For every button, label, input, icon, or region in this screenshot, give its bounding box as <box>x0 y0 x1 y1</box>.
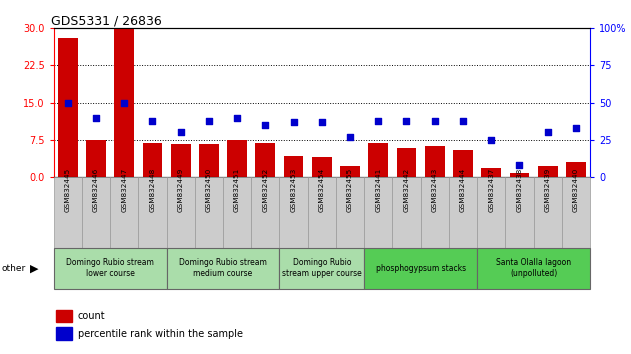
Point <box>345 134 355 140</box>
Bar <box>256 143 275 177</box>
Point <box>317 119 327 125</box>
Text: ▶: ▶ <box>30 263 38 273</box>
Bar <box>369 143 388 177</box>
Bar <box>562 177 590 248</box>
Text: GSM832445: GSM832445 <box>65 168 71 212</box>
Point <box>401 118 411 123</box>
Text: Domingo Rubio
stream upper course: Domingo Rubio stream upper course <box>282 258 362 278</box>
Text: phosphogypsum stacks: phosphogypsum stacks <box>375 264 466 273</box>
Bar <box>114 28 134 177</box>
Point <box>91 115 101 120</box>
Text: GSM832443: GSM832443 <box>432 168 438 212</box>
Bar <box>481 168 501 177</box>
Bar <box>138 177 167 248</box>
Text: GSM832452: GSM832452 <box>262 168 268 212</box>
Text: Santa Olalla lagoon
(unpolluted): Santa Olalla lagoon (unpolluted) <box>496 258 571 278</box>
Bar <box>477 177 505 248</box>
Bar <box>538 166 558 177</box>
Bar <box>54 177 82 248</box>
Text: GSM832450: GSM832450 <box>206 168 212 212</box>
Text: GSM832451: GSM832451 <box>234 168 240 212</box>
Bar <box>425 146 445 177</box>
Text: GDS5331 / 26836: GDS5331 / 26836 <box>51 14 162 27</box>
Point <box>232 115 242 120</box>
Point <box>458 118 468 123</box>
Bar <box>280 177 308 248</box>
Bar <box>58 38 78 177</box>
Bar <box>449 177 477 248</box>
Bar <box>336 177 364 248</box>
Bar <box>312 157 332 177</box>
Bar <box>195 177 223 248</box>
Bar <box>167 177 195 248</box>
Text: GSM832437: GSM832437 <box>488 168 494 212</box>
Bar <box>143 143 162 177</box>
Point <box>62 100 73 105</box>
Bar <box>392 177 421 248</box>
Bar <box>82 177 110 248</box>
Bar <box>227 140 247 177</box>
Bar <box>110 177 138 248</box>
Point <box>288 119 298 125</box>
Bar <box>280 248 364 289</box>
Text: GSM832455: GSM832455 <box>347 168 353 212</box>
Bar <box>340 166 360 177</box>
Text: GSM832446: GSM832446 <box>93 168 99 212</box>
Text: GSM832442: GSM832442 <box>403 168 410 212</box>
Point <box>175 130 186 135</box>
Bar <box>566 162 586 177</box>
Point <box>373 118 383 123</box>
Bar <box>364 177 392 248</box>
Text: GSM832444: GSM832444 <box>460 168 466 212</box>
Point <box>571 125 581 131</box>
Text: GSM832441: GSM832441 <box>375 168 381 212</box>
Text: GSM832447: GSM832447 <box>121 168 127 212</box>
Text: other: other <box>1 264 25 273</box>
Text: GSM832454: GSM832454 <box>319 168 325 212</box>
Bar <box>251 177 280 248</box>
Bar <box>171 144 191 177</box>
Text: GSM832438: GSM832438 <box>516 168 522 212</box>
Bar <box>453 150 473 177</box>
Bar <box>505 177 534 248</box>
Point <box>148 118 158 123</box>
Bar <box>223 177 251 248</box>
Point <box>119 100 129 105</box>
Bar <box>167 248 280 289</box>
Bar <box>308 177 336 248</box>
Bar <box>86 140 106 177</box>
Point <box>261 122 271 128</box>
Point <box>204 118 214 123</box>
Bar <box>364 248 477 289</box>
Bar <box>421 177 449 248</box>
Point <box>430 118 440 123</box>
Point <box>543 130 553 135</box>
Bar <box>54 248 167 289</box>
Text: GSM832449: GSM832449 <box>178 168 184 212</box>
Text: percentile rank within the sample: percentile rank within the sample <box>78 329 243 339</box>
Text: GSM832440: GSM832440 <box>573 168 579 212</box>
Point <box>486 137 496 143</box>
Bar <box>56 327 73 340</box>
Text: Domingo Rubio stream
medium course: Domingo Rubio stream medium course <box>179 258 267 278</box>
Bar <box>199 144 219 177</box>
Bar <box>477 248 590 289</box>
Text: GSM832448: GSM832448 <box>150 168 155 212</box>
Text: count: count <box>78 311 105 321</box>
Text: Domingo Rubio stream
lower course: Domingo Rubio stream lower course <box>66 258 154 278</box>
Bar <box>510 173 529 177</box>
Bar <box>56 310 73 322</box>
Text: GSM832453: GSM832453 <box>291 168 297 212</box>
Bar <box>284 156 304 177</box>
Bar <box>397 148 416 177</box>
Bar <box>534 177 562 248</box>
Point <box>514 162 524 168</box>
Text: GSM832439: GSM832439 <box>545 168 551 212</box>
